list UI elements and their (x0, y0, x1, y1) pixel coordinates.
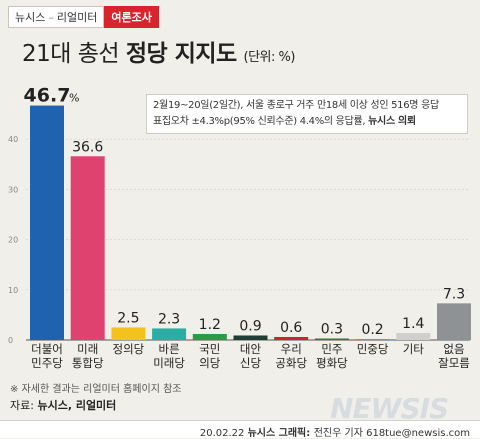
category-label: 미래당 (153, 356, 185, 370)
category-label: 통합당 (72, 356, 104, 370)
value-label: 0.9 (239, 318, 261, 334)
title-bold: 정당 지지도 (125, 41, 237, 67)
title-prefix: 21대 총선 (22, 41, 126, 67)
note-line-1: 2월19~20일(2일간), 서울 종로구 거주 만18세 이상 성인 516명… (153, 100, 439, 111)
bar (233, 335, 268, 340)
footnote: ※ 자세한 결과는 리얼미터 홈페이지 참조 (10, 384, 182, 395)
newsis-watermark-logo: NEWSIS (330, 392, 449, 425)
category-label: 우리 (281, 342, 302, 356)
value-label: 2.3 (158, 311, 180, 327)
credit-bold: 뉴시스 그래픽: (247, 428, 314, 439)
title-unit: (단위: %) (243, 50, 296, 65)
value-label: 0.2 (361, 322, 383, 338)
category-label: 정의당 (113, 342, 145, 356)
category-label: 민주당 (31, 356, 63, 370)
category-label: 민중당 (357, 342, 389, 356)
category-label: 없음 (443, 342, 464, 356)
note-line-2-text: 표집오차 ±4.3%p(95% 신뢰수준) 4.4%의 응답률, (153, 116, 369, 127)
category-label: 국민 (199, 342, 220, 356)
y-tick-label: 40 (8, 135, 18, 144)
category-label: 기타 (403, 342, 425, 356)
header-bar: 뉴시스 – 리얼미터 여론조사 (8, 6, 159, 28)
credit-rest: 전진우 기자 618tue@newsis.com (313, 428, 470, 439)
bar (30, 105, 64, 340)
category-label: 민주 (321, 342, 342, 356)
note-line-2: 표집오차 ±4.3%p(95% 신뢰수준) 4.4%의 응답률, 뉴시스 의뢰 (153, 114, 461, 130)
bar (192, 333, 227, 340)
category-label: 더불어 (31, 342, 63, 356)
bar (314, 338, 349, 340)
category-label: 잘모름 (438, 356, 470, 370)
bar (111, 327, 146, 340)
category-label: 바른 (159, 342, 180, 356)
value-label: 46.7 (24, 85, 71, 107)
survey-note: 2월19~20일(2일간), 서울 종로구 거주 만18세 이상 성인 516명… (146, 94, 468, 134)
y-tick-label: 0 (8, 336, 13, 345)
value-label: 36.6 (72, 139, 103, 155)
category-label: 의당 (199, 356, 221, 370)
credit-line: 20.02.22 뉴시스 그래픽: 전진우 기자 618tue@newsis.c… (200, 424, 470, 439)
brand-label: 뉴시스 – 리얼미터 (8, 6, 105, 28)
value-label: 1.4 (402, 316, 424, 332)
bar (70, 156, 105, 340)
bar (355, 338, 390, 340)
bar (437, 303, 471, 340)
value-label: 0.6 (280, 320, 302, 336)
value-unit-label: % (69, 92, 79, 105)
y-tick-label: 20 (8, 236, 18, 245)
source-value: 뉴시스, 리얼미터 (37, 399, 117, 412)
source-label: 자료: (10, 399, 38, 412)
credit-date: 20.02.22 (199, 428, 248, 439)
category-label: 대안 (240, 342, 262, 356)
category-label: 미래 (77, 342, 98, 356)
chart-title: 21대 총선 정당 지지도 (단위: %) (22, 34, 295, 68)
brand-left: 뉴시스 (15, 11, 46, 24)
category-tag: 여론조사 (104, 6, 159, 28)
brand-separator: – (48, 10, 54, 24)
y-tick-label: 10 (8, 286, 18, 295)
bar (152, 328, 187, 340)
category-label: 공화당 (275, 356, 307, 370)
source-line: 자료: 뉴시스, 리얼미터 (10, 397, 116, 413)
bottom-bar (0, 420, 480, 438)
bar (396, 332, 431, 340)
bar (274, 336, 309, 340)
category-label: 신당 (240, 356, 262, 370)
y-tick-label: 30 (8, 185, 18, 194)
value-label: 1.2 (199, 317, 221, 333)
value-label: 2.5 (117, 310, 139, 326)
note-line-2-bold: 뉴시스 의뢰 (368, 116, 416, 127)
value-label: 7.3 (443, 286, 465, 302)
category-label: 평화당 (316, 356, 348, 370)
value-label: 0.3 (321, 321, 343, 337)
brand-right: 리얼미터 (56, 11, 98, 24)
